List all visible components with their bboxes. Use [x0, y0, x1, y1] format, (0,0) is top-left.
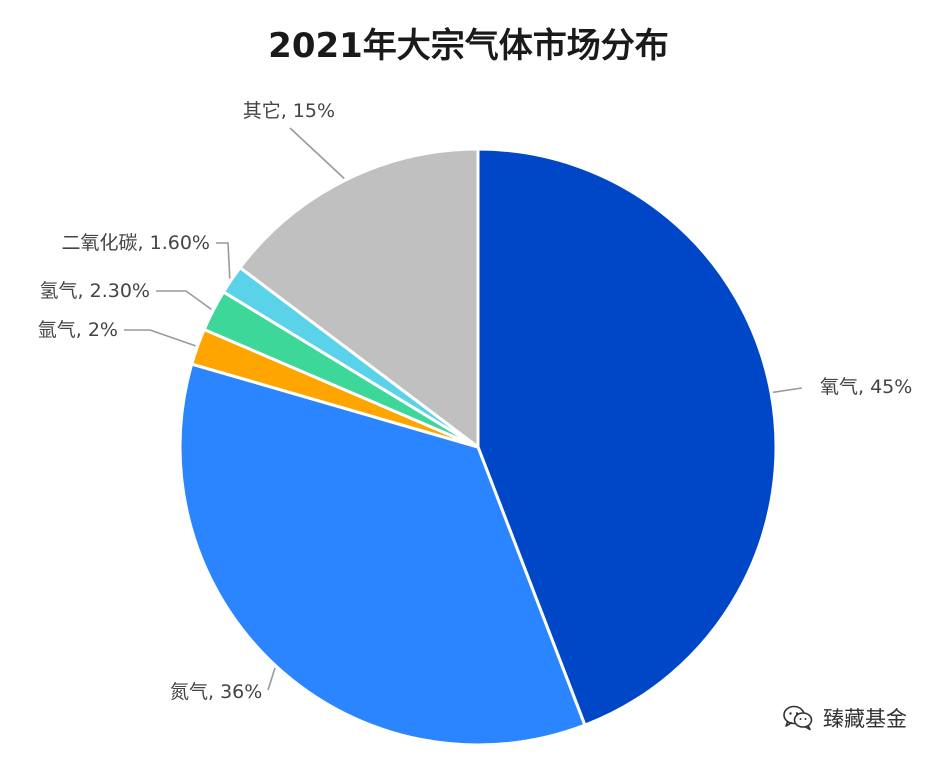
slice-label-1: 氧气, 45%: [820, 376, 912, 398]
leader-line-4: [156, 290, 212, 311]
leader-line-6: [289, 127, 345, 180]
pie-slice-2: [178, 362, 587, 747]
chart-title: 2021年大宗气体市场分布: [268, 26, 669, 66]
slice-label-2: 氮气, 36%: [170, 681, 262, 703]
pie-slice-6: [237, 147, 480, 451]
leader-line-1: [772, 387, 803, 394]
pie-slice-1: [476, 147, 778, 728]
leader-line-3: [124, 329, 196, 347]
slice-label-3: 氩气, 2%: [38, 319, 118, 341]
slice-label-6: 其它, 15%: [243, 100, 335, 122]
slice-label-4: 氢气, 2.30%: [40, 280, 150, 302]
watermark-text: 臻藏基金: [823, 707, 907, 731]
leader-line-5: [216, 242, 231, 279]
watermark: 臻藏基金: [783, 703, 907, 733]
wechat-icon: [783, 705, 813, 731]
leader-line-2: [267, 667, 276, 691]
slice-label-5: 二氧化碳, 1.60%: [62, 232, 210, 254]
